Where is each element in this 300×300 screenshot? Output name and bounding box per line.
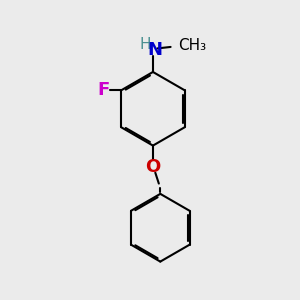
Text: F: F bbox=[98, 81, 110, 99]
Text: H: H bbox=[140, 37, 151, 52]
Text: N: N bbox=[147, 41, 162, 59]
Text: CH₃: CH₃ bbox=[178, 38, 206, 53]
Text: O: O bbox=[145, 158, 160, 176]
